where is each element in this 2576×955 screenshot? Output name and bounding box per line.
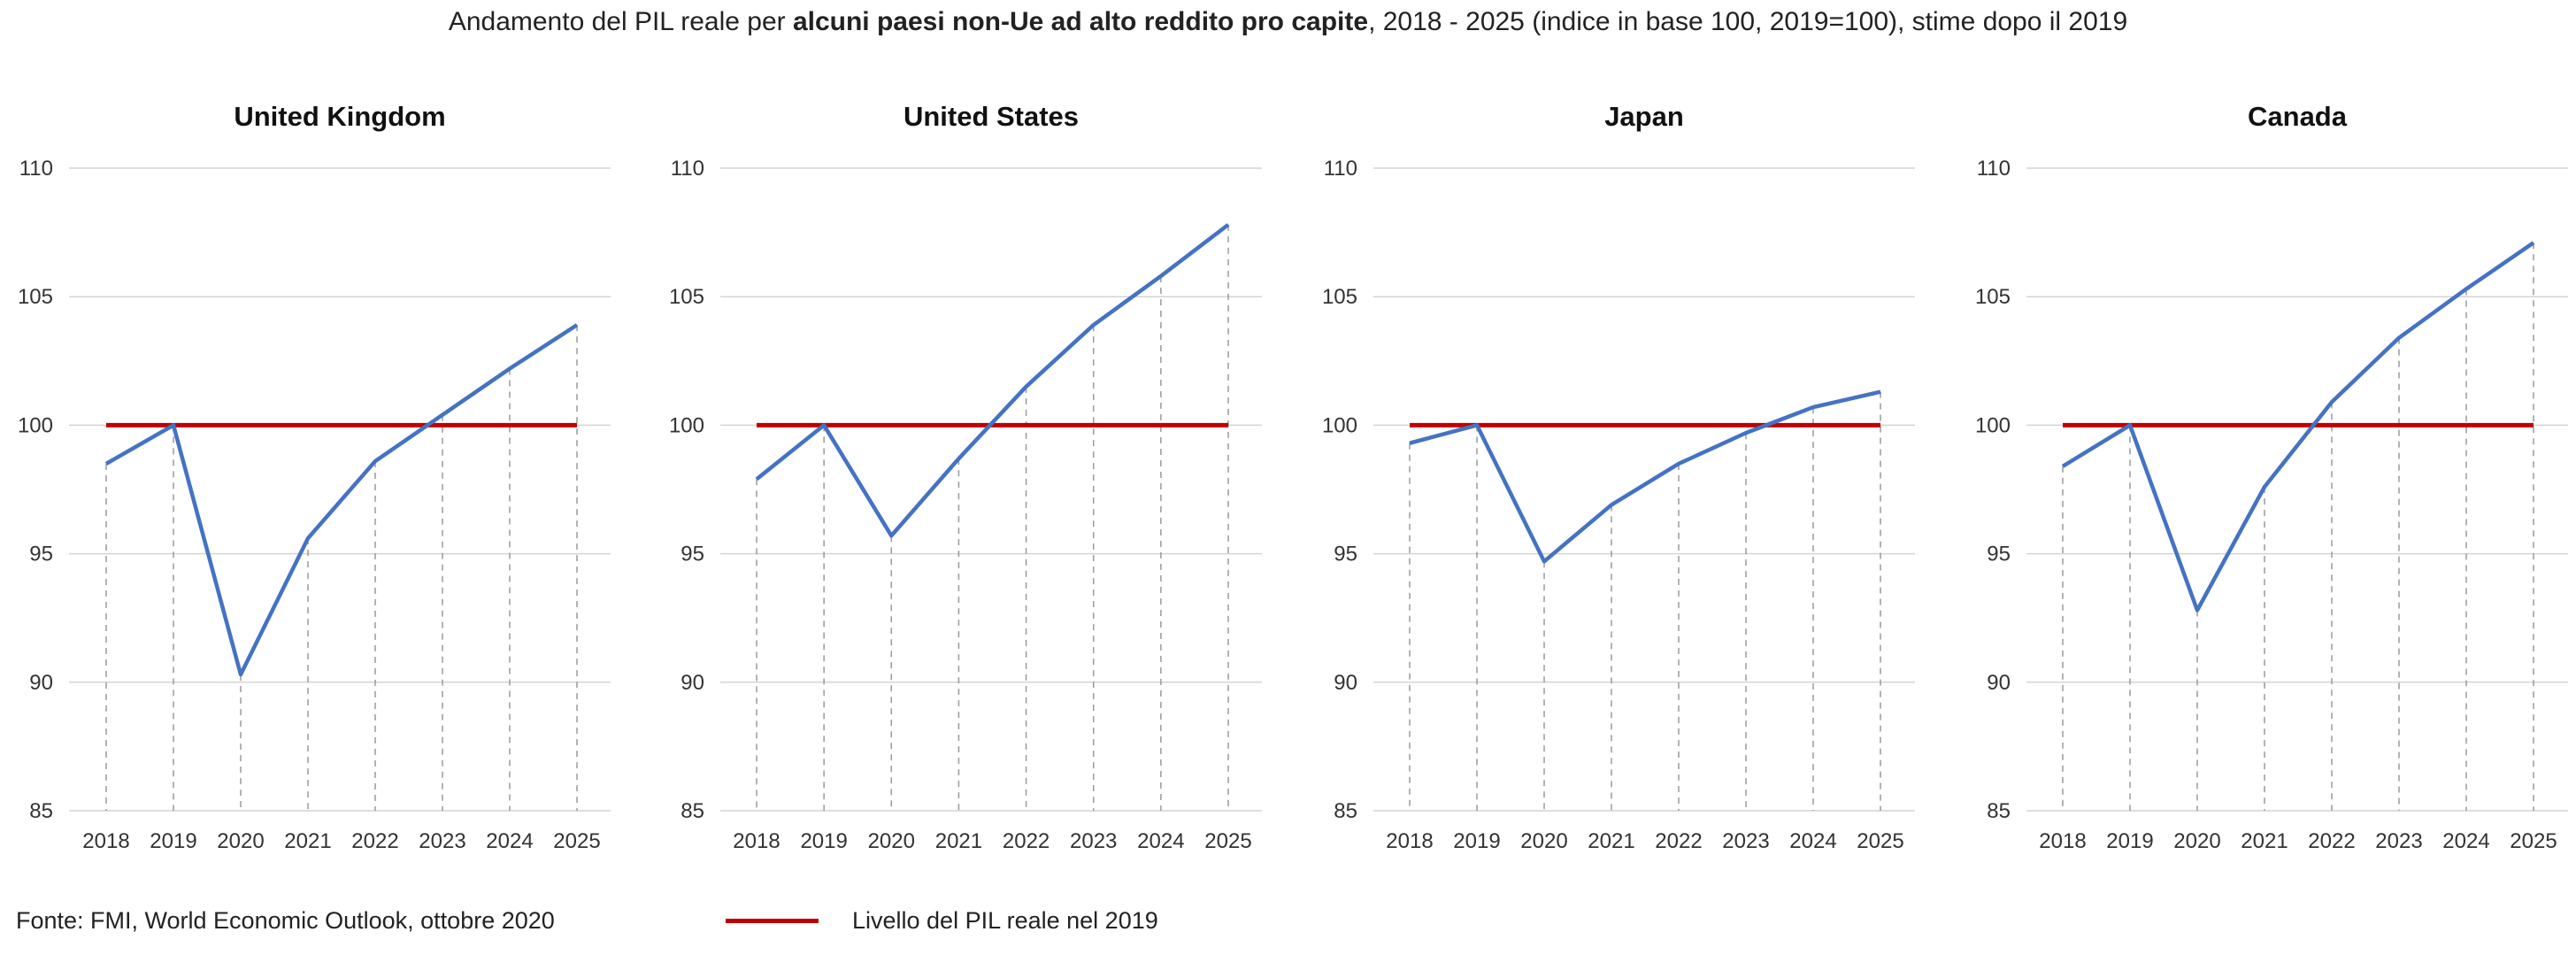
chart-title-prefix: Andamento del PIL reale per xyxy=(448,7,793,36)
chart-title-bold: alcuni paesi non-Ue ad alto reddito pro … xyxy=(792,7,1369,36)
panel-title-japan: Japan xyxy=(1604,101,1684,132)
x-tick-label-united-kingdom-2022: 2022 xyxy=(351,829,398,853)
y-tick-label-japan-95: 95 xyxy=(1334,543,1357,566)
x-tick-label-japan-2019: 2019 xyxy=(1453,829,1500,853)
y-tick-label-japan-100: 100 xyxy=(1322,413,1357,437)
y-tick-label-japan-110: 110 xyxy=(1324,157,1357,181)
chart-title-suffix: , 2018 - 2025 (indice in base 100, 2019=… xyxy=(1368,7,2128,36)
x-tick-label-united-kingdom-2023: 2023 xyxy=(419,829,465,853)
y-tick-label-japan-105: 105 xyxy=(1322,285,1357,309)
legend-swatch-reference xyxy=(726,919,819,923)
x-tick-label-canada-2021: 2021 xyxy=(2241,829,2288,853)
x-tick-label-united-states-2024: 2024 xyxy=(1137,829,1184,853)
y-tick-label-united-kingdom-110: 110 xyxy=(19,157,53,181)
y-tick-label-united-states-95: 95 xyxy=(681,543,704,566)
x-tick-label-united-states-2019: 2019 xyxy=(800,829,847,853)
x-tick-label-united-states-2025: 2025 xyxy=(1204,829,1251,853)
x-tick-label-japan-2022: 2022 xyxy=(1655,829,1702,853)
x-tick-label-canada-2023: 2023 xyxy=(2375,829,2422,853)
x-tick-label-canada-2020: 2020 xyxy=(2173,829,2220,853)
legend-label-reference: Livello del PIL reale nel 2019 xyxy=(852,907,1158,934)
legend: Livello del PIL reale nel 2019 xyxy=(726,907,1158,935)
x-tick-label-japan-2025: 2025 xyxy=(1857,829,1903,853)
y-tick-label-canada-90: 90 xyxy=(1987,671,2011,695)
x-tick-label-united-states-2022: 2022 xyxy=(1003,829,1050,853)
y-tick-label-united-kingdom-85: 85 xyxy=(29,799,53,823)
gdp-series-line-united-kingdom xyxy=(104,323,579,677)
gdp-series-line-japan xyxy=(1409,389,1881,564)
x-tick-label-canada-2024: 2024 xyxy=(2442,829,2489,853)
y-tick-label-united-states-110: 110 xyxy=(671,157,704,181)
gdp-series-line-canada xyxy=(2061,241,2535,612)
chart-title: Andamento del PIL reale per alcuni paesi… xyxy=(0,7,2576,37)
x-tick-label-united-states-2020: 2020 xyxy=(868,829,915,853)
x-tick-label-japan-2024: 2024 xyxy=(1789,829,1836,853)
y-tick-label-canada-110: 110 xyxy=(1977,157,2011,181)
x-tick-label-united-kingdom-2024: 2024 xyxy=(486,829,533,853)
x-tick-label-united-kingdom-2019: 2019 xyxy=(150,829,196,853)
x-tick-label-united-kingdom-2021: 2021 xyxy=(284,829,331,853)
y-tick-label-japan-85: 85 xyxy=(1334,799,1357,823)
y-tick-label-canada-85: 85 xyxy=(1987,799,2011,823)
x-tick-label-japan-2021: 2021 xyxy=(1588,829,1634,853)
x-tick-label-canada-2019: 2019 xyxy=(2106,829,2153,853)
x-tick-label-united-states-2018: 2018 xyxy=(733,829,780,853)
gdp-series-line-united-states xyxy=(755,223,1230,538)
y-tick-label-united-states-90: 90 xyxy=(681,671,704,695)
y-tick-label-united-states-105: 105 xyxy=(669,285,704,309)
y-tick-label-japan-90: 90 xyxy=(1334,671,1357,695)
y-tick-label-united-kingdom-95: 95 xyxy=(29,543,53,566)
x-tick-label-japan-2018: 2018 xyxy=(1386,829,1433,853)
y-tick-label-united-kingdom-105: 105 xyxy=(18,285,53,309)
panel-title-united-states: United States xyxy=(904,101,1079,132)
panel-title-canada: Canada xyxy=(2248,101,2348,132)
y-tick-label-canada-95: 95 xyxy=(1987,543,2011,566)
x-tick-label-canada-2022: 2022 xyxy=(2308,829,2355,853)
y-tick-label-united-states-85: 85 xyxy=(681,799,704,823)
x-tick-label-united-kingdom-2018: 2018 xyxy=(82,829,129,853)
y-tick-label-united-states-100: 100 xyxy=(669,413,704,437)
x-tick-label-japan-2020: 2020 xyxy=(1520,829,1567,853)
x-tick-label-canada-2018: 2018 xyxy=(2039,829,2086,853)
x-tick-label-united-kingdom-2025: 2025 xyxy=(553,829,600,853)
x-tick-label-united-states-2021: 2021 xyxy=(935,829,982,853)
x-tick-label-canada-2025: 2025 xyxy=(2510,829,2557,853)
x-tick-label-united-states-2023: 2023 xyxy=(1070,829,1117,853)
y-tick-label-united-kingdom-90: 90 xyxy=(29,671,53,695)
x-tick-label-japan-2023: 2023 xyxy=(1722,829,1769,853)
source-note: Fonte: FMI, World Economic Outlook, otto… xyxy=(16,907,555,934)
y-tick-label-canada-105: 105 xyxy=(1975,285,2011,309)
y-tick-label-united-kingdom-100: 100 xyxy=(18,413,53,437)
x-tick-label-united-kingdom-2020: 2020 xyxy=(217,829,264,853)
y-tick-label-canada-100: 100 xyxy=(1975,413,2011,437)
panel-title-united-kingdom: United Kingdom xyxy=(234,101,445,132)
